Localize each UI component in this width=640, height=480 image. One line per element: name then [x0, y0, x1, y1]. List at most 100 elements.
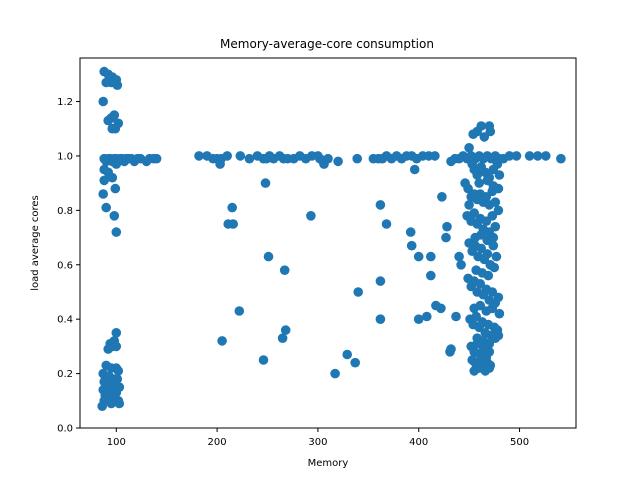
data-point [476, 243, 487, 254]
data-point [375, 314, 386, 325]
y-tick-label: 0.8 [57, 206, 73, 217]
data-point [235, 151, 246, 161]
data-point [111, 341, 122, 352]
data-point [107, 172, 118, 183]
data-point [409, 164, 420, 175]
data-point [464, 200, 474, 210]
data-point [489, 262, 500, 273]
y-axis-label: load average cores [30, 195, 41, 291]
data-point [430, 151, 440, 161]
data-point [437, 192, 447, 202]
data-point [493, 330, 504, 341]
data-point [511, 151, 522, 161]
data-point [352, 153, 363, 164]
x-tick-label: 500 [510, 437, 529, 448]
data-point [464, 143, 474, 153]
data-point [474, 178, 485, 188]
data-point [103, 344, 113, 354]
data-point [99, 175, 109, 186]
data-point [488, 240, 499, 251]
y-tick-label: 0.4 [57, 315, 73, 326]
data-point [280, 325, 291, 335]
data-point [101, 77, 111, 88]
data-point [490, 221, 501, 232]
data-point [490, 197, 501, 207]
data-point [330, 368, 340, 379]
data-point [350, 357, 361, 368]
data-point [234, 306, 245, 316]
data-point [426, 251, 436, 262]
data-point [422, 311, 432, 322]
data-point [406, 240, 417, 251]
data-point [375, 200, 386, 210]
x-tick-label: 400 [409, 437, 428, 448]
data-point [381, 219, 392, 229]
data-point [541, 151, 551, 161]
y-tick-label: 0.2 [57, 369, 73, 380]
x-tick-label: 100 [107, 437, 126, 448]
data-point [487, 303, 498, 314]
data-point [103, 115, 113, 126]
data-point [111, 227, 122, 237]
data-point [475, 279, 486, 289]
data-point [217, 336, 227, 346]
data-point [101, 202, 111, 213]
x-axis-label: Memory [308, 458, 349, 469]
data-point [353, 287, 364, 297]
data-point [524, 151, 535, 161]
data-point [456, 260, 466, 270]
data-point [109, 211, 120, 221]
data-point [483, 270, 494, 281]
data-point [493, 292, 504, 303]
data-point [111, 159, 122, 169]
data-point [98, 96, 108, 107]
data-point [442, 221, 452, 232]
data-point [484, 363, 495, 373]
data-point [494, 308, 505, 319]
data-point [494, 170, 505, 180]
data-point [277, 333, 288, 344]
data-point [488, 232, 499, 243]
data-point [493, 205, 504, 216]
data-point [476, 230, 487, 240]
data-point [227, 202, 237, 213]
data-point [441, 232, 451, 243]
data-point [306, 211, 316, 221]
data-point [263, 251, 274, 262]
data-point [98, 189, 108, 199]
x-tick-label: 300 [308, 437, 327, 448]
data-point [472, 170, 483, 180]
data-point [484, 347, 495, 357]
data-point [113, 366, 124, 376]
data-point [556, 153, 566, 164]
data-point [110, 183, 121, 194]
data-point [454, 251, 464, 262]
data-point [479, 132, 490, 142]
data-point [112, 80, 123, 90]
data-point [260, 178, 271, 188]
data-point [222, 151, 232, 161]
data-point [151, 153, 162, 164]
data-point [279, 265, 290, 276]
data-point [413, 314, 424, 325]
data-point [436, 303, 446, 314]
data-point [114, 398, 125, 409]
data-point [258, 355, 269, 365]
data-point [446, 344, 456, 354]
y-tick-label: 0.6 [57, 260, 73, 271]
data-point [532, 151, 543, 161]
y-axis: 0.0 0.2 0.4 0.6 0.8 1.0 1.2 [57, 97, 80, 435]
data-point [504, 151, 515, 161]
data-point [194, 151, 204, 161]
data-point [110, 123, 121, 134]
plot-frame [79, 57, 577, 429]
data-point [106, 398, 117, 409]
data-point [413, 251, 424, 262]
data-point [215, 159, 225, 169]
data-point [342, 349, 353, 360]
data-point [492, 159, 503, 169]
x-tick-label: 200 [208, 437, 227, 448]
chart-title: Memory-average-core consumption [220, 37, 434, 51]
data-point [333, 156, 343, 167]
